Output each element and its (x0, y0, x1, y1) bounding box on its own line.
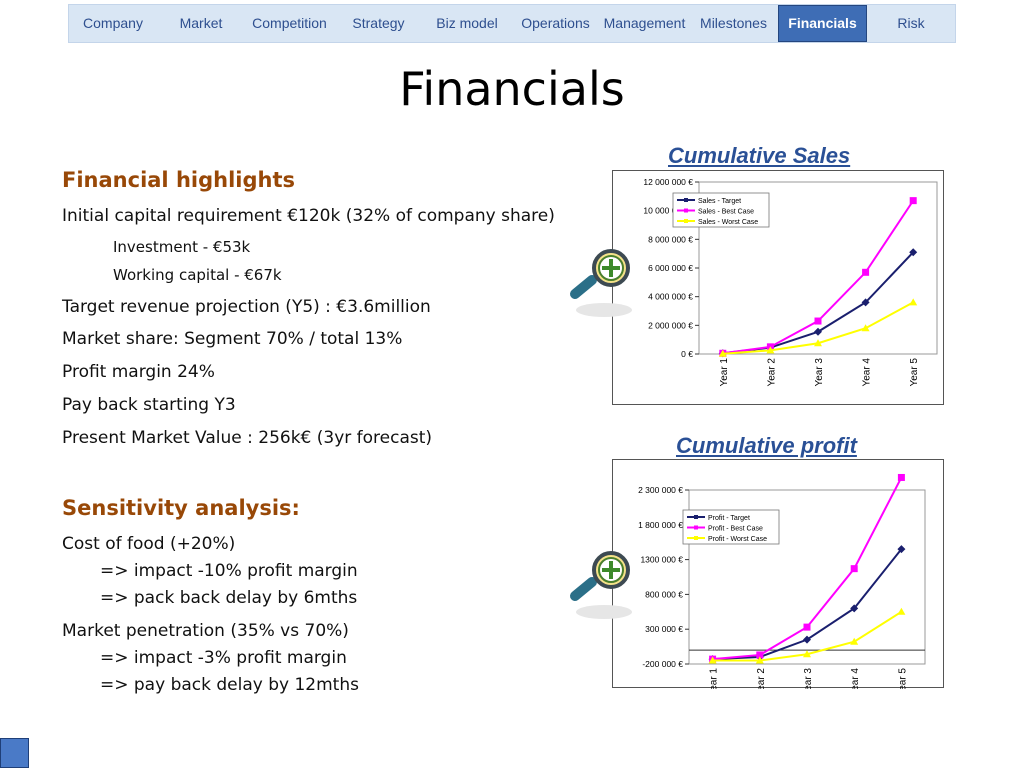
chart-svg: 0 € 2 000 000 € 4 000 000 € 6 000 000 € 8 00… (643, 177, 938, 387)
pmv-text: Present Market Value : 256k€ (3yr foreca… (62, 428, 433, 448)
nav-competition[interactable]: Competition (252, 15, 327, 31)
y-tick-label: 1 800 000 € (638, 520, 683, 530)
y-tick-label: 4 000 000 € (648, 292, 693, 302)
point-marker (718, 349, 727, 357)
y-tick-label: 300 000 € (645, 624, 683, 634)
profit-margin-text: Profit margin 24% (62, 362, 215, 382)
legend-label: Sales - Target (698, 198, 741, 205)
legend-label: Sales - Best Case (698, 209, 754, 216)
point-marker (803, 635, 811, 644)
point-marker (861, 324, 870, 332)
legend-marker (684, 208, 688, 213)
chart-svg: -200 000 € 300 000 € 800 000 € 1300 000 € 1 … (638, 473, 926, 689)
nav-company[interactable]: Company (83, 15, 143, 31)
legend-marker (694, 536, 698, 540)
point-marker (708, 656, 717, 664)
point-marker (909, 197, 917, 205)
profit-chart: -200 000 € 300 000 € 800 000 € 1300 000 € 1 … (612, 459, 944, 689)
sensitivity-heading: Sensitivity analysis: (62, 496, 300, 520)
profit-chart-title: Cumulative profit (676, 433, 857, 458)
legend-label: Sales - Worst Case (698, 219, 758, 226)
food-impact-text: => impact -10% profit margin (100, 561, 358, 581)
food-text: Cost of food (+20%) (62, 534, 236, 554)
point-marker (897, 607, 906, 615)
point-marker (850, 604, 859, 613)
slide-nav-square[interactable] (0, 738, 29, 768)
market-share-text: Market share: Segment 70% / total 13% (62, 329, 403, 349)
sales-chart-title: Cumulative Sales (668, 143, 851, 168)
top-nav: Company Market Competition Strategy Biz … (68, 4, 956, 43)
point-marker (803, 650, 811, 658)
x-tick-label: Year 4 (850, 668, 861, 689)
revenue-text: Target revenue projection (Y5) : €3.6mil… (62, 297, 431, 317)
y-tick-label: 2 000 000 € (648, 320, 693, 330)
payback-text: Pay back starting Y3 (62, 395, 236, 415)
y-tick-label: 10 000 000 € (643, 206, 693, 216)
x-tick-label: Year 1 (719, 358, 730, 387)
y-tick-label: 12 000 000 € (643, 177, 693, 187)
nav-operations[interactable]: Operations (521, 15, 590, 31)
y-tick-label: 0 € (681, 349, 693, 359)
sales-chart: 0 € 2 000 000 € 4 000 000 € 6 000 000 € 8 00… (612, 170, 944, 405)
point-marker (897, 545, 906, 554)
y-tick-label: 2 300 000 € (638, 485, 683, 495)
nav-strategy[interactable]: Strategy (352, 15, 405, 31)
x-tick-label: Year 4 (862, 358, 873, 387)
point-marker (897, 473, 905, 481)
nav-financials[interactable]: Financials (778, 5, 867, 42)
y-tick-label: 1300 000 € (640, 555, 683, 565)
point-marker (862, 268, 870, 276)
point-marker (814, 327, 822, 336)
magnifier-plus-icon[interactable] (566, 244, 636, 322)
investment-text: Investment - €53k (113, 238, 251, 256)
magnifier-plus-icon[interactable] (566, 546, 636, 624)
legend-label: Profit - Best Case (708, 526, 763, 533)
point-marker (909, 248, 918, 257)
x-tick-label: Year 5 (897, 668, 908, 689)
point-marker (909, 298, 918, 306)
legend-marker (684, 219, 688, 223)
x-tick-label: Year 5 (909, 358, 920, 387)
point-marker (850, 565, 858, 573)
x-tick-label: Year 1 (709, 668, 720, 689)
nav-management[interactable]: Management (603, 15, 686, 31)
legend-label: Profit - Target (708, 515, 750, 522)
page-title: Financials (399, 62, 625, 116)
nav-biz-model[interactable]: Biz model (436, 15, 498, 31)
point-marker (755, 656, 764, 664)
nav-market[interactable]: Market (179, 15, 223, 31)
capital-text: Initial capital requirement €120k (32% o… (62, 206, 555, 226)
point-marker (861, 298, 870, 307)
nav-risk[interactable]: Risk (897, 15, 925, 31)
legend-marker (694, 515, 698, 519)
penetration-text: Market penetration (35% vs 70%) (62, 621, 349, 641)
y-tick-label: 800 000 € (645, 589, 683, 599)
point-marker (756, 651, 764, 659)
highlights-heading: Financial highlights (62, 168, 295, 192)
food-delay-text: => pack back delay by 6mths (100, 588, 358, 608)
x-tick-label: Year 3 (803, 668, 814, 689)
legend-marker (684, 198, 688, 202)
point-marker (814, 339, 822, 347)
nav-milestones[interactable]: Milestones (700, 15, 767, 31)
legend-label: Profit - Worst Case (708, 536, 767, 543)
point-marker (766, 346, 775, 354)
legend-marker (694, 525, 698, 530)
working-capital-text: Working capital - €67k (113, 266, 282, 284)
y-tick-label: 6 000 000 € (648, 263, 693, 273)
x-tick-label: Year 2 (756, 668, 767, 689)
pen-delay-text: => pay back delay by 12mths (100, 675, 359, 695)
point-marker (814, 317, 822, 325)
point-marker (803, 623, 811, 631)
y-tick-label: -200 000 € (642, 659, 683, 669)
y-tick-label: 8 000 000 € (648, 234, 693, 244)
point-marker (850, 637, 859, 645)
x-tick-label: Year 3 (814, 358, 825, 387)
x-tick-label: Year 2 (766, 358, 777, 387)
pen-impact-text: => impact -3% profit margin (100, 648, 347, 668)
